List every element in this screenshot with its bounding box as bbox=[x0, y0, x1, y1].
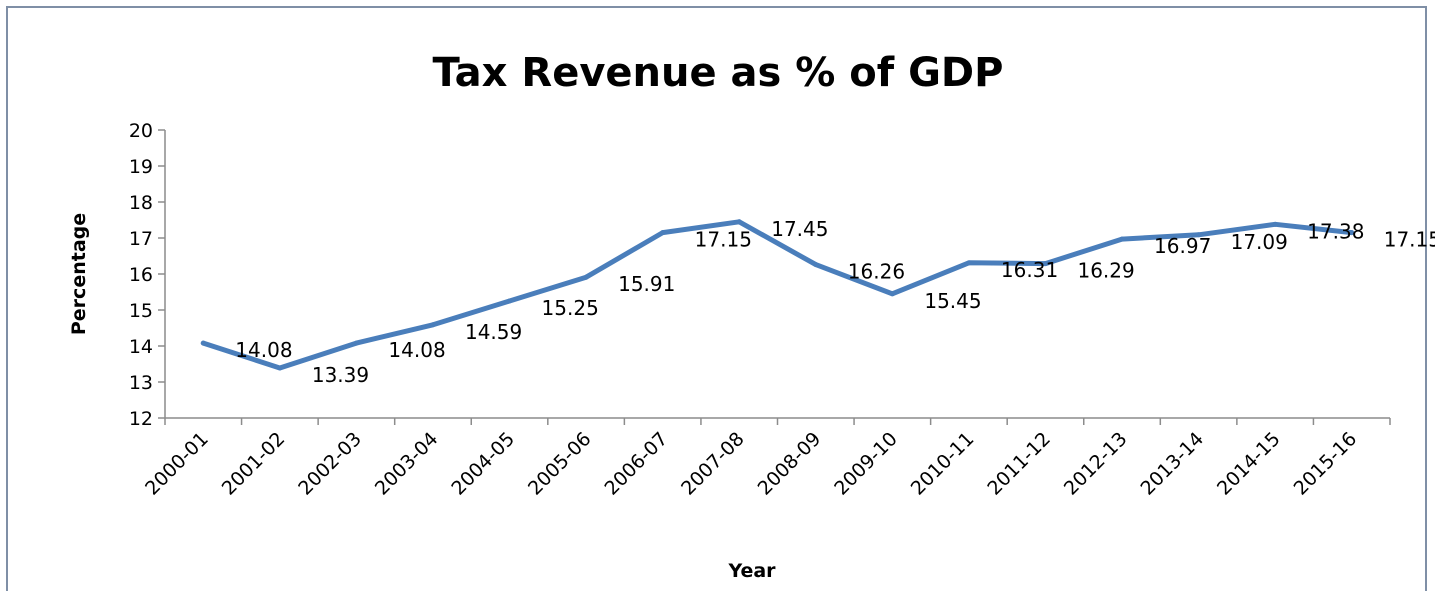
x-tick-label: 2001-02 bbox=[218, 428, 290, 500]
series-line bbox=[200, 219, 1355, 371]
chart-frame bbox=[6, 6, 1427, 591]
x-tick-label: 2012-13 bbox=[1060, 428, 1132, 500]
x-tick-label: 2007-08 bbox=[677, 428, 749, 500]
x-axis-ticks: 2000-01 2001-02 2002-03 2003-04 2004-05 2005-… bbox=[141, 418, 1391, 500]
x-tick-label: 2004-05 bbox=[447, 428, 519, 500]
data-point bbox=[507, 298, 513, 304]
data-label: 16.97 bbox=[1154, 234, 1211, 258]
x-tick-label: 2002-03 bbox=[294, 428, 366, 500]
data-label: 17.15 bbox=[695, 228, 752, 252]
x-tick-label: 2003-04 bbox=[371, 428, 443, 500]
data-point bbox=[1349, 230, 1355, 236]
data-label: 17.09 bbox=[1231, 230, 1288, 254]
y-tick-label: 12 bbox=[129, 408, 153, 430]
data-point bbox=[1119, 236, 1125, 242]
data-label: 16.26 bbox=[848, 260, 905, 284]
data-point bbox=[1042, 261, 1048, 267]
y-tick-label: 20 bbox=[129, 120, 153, 142]
data-label: 14.59 bbox=[465, 320, 522, 344]
data-point bbox=[1272, 221, 1278, 227]
series bbox=[200, 219, 1355, 371]
x-tick-label: 2010-11 bbox=[907, 428, 979, 500]
data-point bbox=[966, 260, 972, 266]
y-tick-label: 16 bbox=[129, 264, 153, 286]
y-tick-label: 15 bbox=[129, 300, 153, 322]
y-tick-label: 14 bbox=[129, 336, 153, 358]
y-tick-label: 13 bbox=[129, 372, 153, 394]
data-point bbox=[353, 340, 359, 346]
data-label: 16.31 bbox=[1001, 258, 1058, 282]
y-tick-label: 19 bbox=[129, 156, 153, 178]
x-tick-label: 2005-06 bbox=[524, 428, 596, 500]
x-tick-label: 2000-01 bbox=[141, 428, 213, 500]
data-point bbox=[736, 219, 742, 225]
data-point bbox=[660, 230, 666, 236]
y-tick-label: 18 bbox=[129, 192, 153, 214]
x-tick-label: 2006-07 bbox=[600, 428, 672, 500]
y-axis-title: Percentage bbox=[68, 213, 90, 335]
data-label: 15.91 bbox=[618, 272, 675, 296]
data-point bbox=[430, 322, 436, 328]
data-point bbox=[277, 365, 283, 371]
data-label: 16.29 bbox=[1077, 259, 1134, 283]
x-tick-label: 2014-15 bbox=[1213, 428, 1285, 500]
data-labels: 14.08 13.39 14.08 14.59 15.25 15.91 17.15 17.45… bbox=[235, 217, 1435, 387]
data-point bbox=[200, 340, 206, 346]
data-point bbox=[583, 274, 589, 280]
y-tick-label: 17 bbox=[129, 228, 153, 250]
data-label: 17.45 bbox=[771, 217, 828, 241]
x-tick-label: 2011-12 bbox=[983, 428, 1055, 500]
x-tick-label: 2008-09 bbox=[754, 428, 826, 500]
data-point bbox=[889, 291, 895, 297]
data-label: 13.39 bbox=[312, 363, 369, 387]
data-label: 15.45 bbox=[924, 289, 981, 313]
x-tick-label: 2013-14 bbox=[1136, 428, 1208, 500]
data-label: 17.15 bbox=[1384, 228, 1435, 252]
data-point bbox=[813, 262, 819, 268]
data-label: 14.08 bbox=[388, 338, 445, 362]
chart-title: Tax Revenue as % of GDP bbox=[433, 50, 1004, 96]
data-label: 17.38 bbox=[1307, 219, 1364, 243]
data-label: 15.25 bbox=[542, 296, 599, 320]
x-axis-title: Year bbox=[727, 560, 776, 582]
y-axis-ticks: 12 13 14 15 16 17 18 19 20 bbox=[129, 120, 165, 430]
data-label: 14.08 bbox=[235, 338, 292, 362]
x-tick-label: 2009-10 bbox=[830, 428, 902, 500]
data-point bbox=[1196, 232, 1202, 238]
x-tick-label: 2015-16 bbox=[1290, 428, 1362, 500]
